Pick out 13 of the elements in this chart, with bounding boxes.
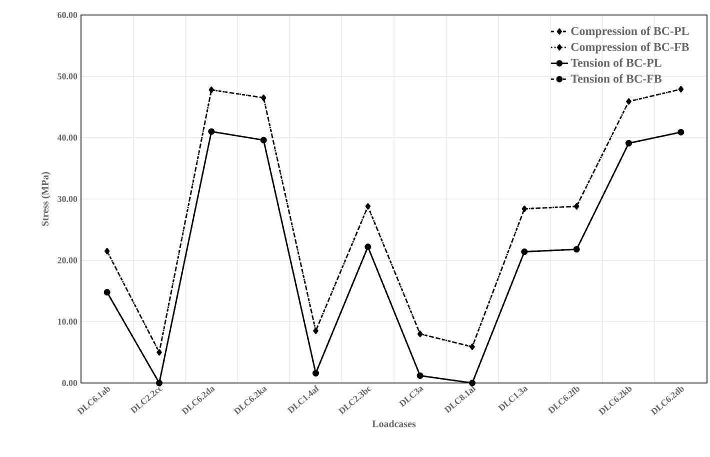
- y-tick-label: 20.00: [58, 257, 78, 264]
- y-tick-label: 60.00: [58, 12, 78, 18]
- legend-label: Tension of BC-FB: [570, 74, 662, 83]
- legend-label: Compression of BC-FB: [571, 42, 689, 54]
- y-tick-label: 0.00: [62, 380, 78, 386]
- legend-label: Compression of BC-PL: [571, 26, 689, 38]
- y-tick-label: 50.00: [58, 73, 78, 80]
- y-tick-label: 10.00: [58, 318, 78, 325]
- y-axis-title: Stress (MPa): [41, 172, 50, 226]
- legend-label: Tension of BC-PL: [570, 58, 662, 67]
- y-tick-label: 40.00: [57, 134, 78, 141]
- x-axis-title: Loadcases: [372, 420, 416, 428]
- y-tick-label: 30.00: [58, 196, 78, 202]
